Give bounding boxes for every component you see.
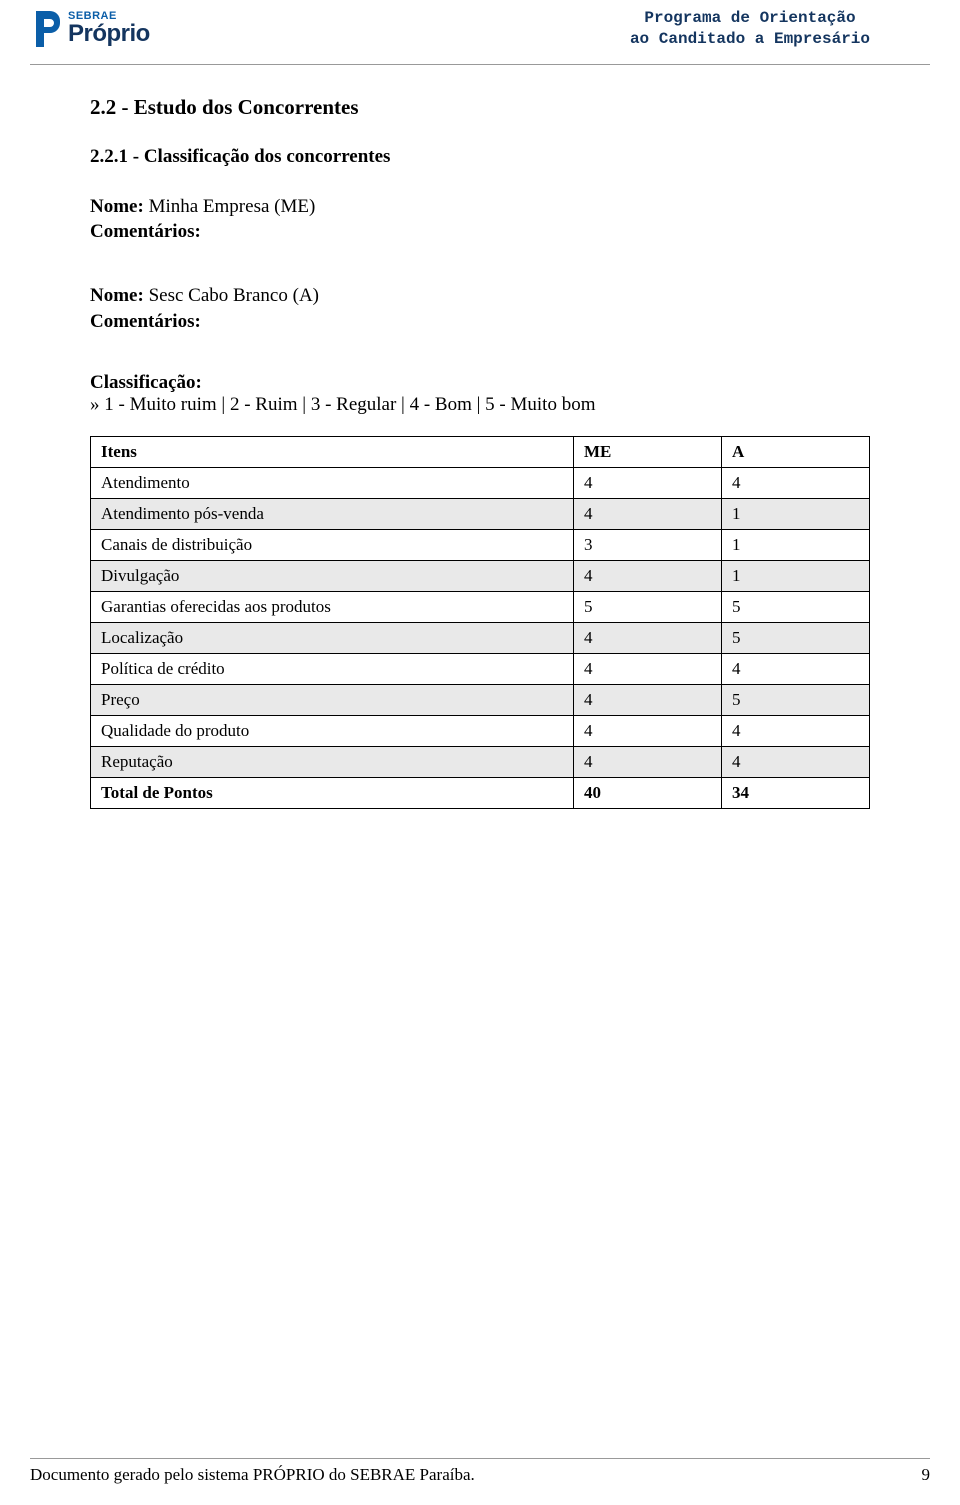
table-cell-a: 5 <box>721 685 869 716</box>
table-header-a: A <box>721 437 869 468</box>
competitor-block-1: Nome: Sesc Cabo Branco (A) Comentários: <box>90 283 870 334</box>
table-header-row: Itens ME A <box>91 437 870 468</box>
header-program-title: Programa de Orientação ao Canditado a Em… <box>630 8 870 50</box>
table-row: Preço45 <box>91 685 870 716</box>
competitor-comments-label-1: Comentários: <box>90 311 201 332</box>
competitor-name-value-0: Minha Empresa (ME) <box>149 196 316 217</box>
footer-page-number: 9 <box>922 1465 931 1485</box>
table-cell-a: 4 <box>721 716 869 747</box>
table-cell-label: Garantias oferecidas aos produtos <box>91 592 574 623</box>
table-cell-me: 40 <box>573 778 721 809</box>
table-cell-a: 4 <box>721 654 869 685</box>
table-cell-me: 3 <box>573 530 721 561</box>
page-footer: Documento gerado pelo sistema PRÓPRIO do… <box>30 1458 930 1485</box>
table-cell-me: 4 <box>573 499 721 530</box>
table-cell-label: Localização <box>91 623 574 654</box>
competitor-name-label-1: Nome: <box>90 285 144 306</box>
table-row: Qualidade do produto44 <box>91 716 870 747</box>
table-cell-me: 5 <box>573 592 721 623</box>
competitor-comments-0: Comentários: <box>90 219 870 245</box>
table-cell-a: 1 <box>721 530 869 561</box>
table-cell-label: Atendimento pós-venda <box>91 499 574 530</box>
table-cell-label: Total de Pontos <box>91 778 574 809</box>
logo: SEBRAE Próprio <box>30 9 150 49</box>
table-header-itens: Itens <box>91 437 574 468</box>
table-cell-me: 4 <box>573 747 721 778</box>
table-cell-label: Atendimento <box>91 468 574 499</box>
table-cell-me: 4 <box>573 623 721 654</box>
table-cell-a: 4 <box>721 468 869 499</box>
table-cell-a: 5 <box>721 592 869 623</box>
logo-p-icon <box>30 9 64 49</box>
table-cell-a: 34 <box>721 778 869 809</box>
table-row: Atendimento pós-venda41 <box>91 499 870 530</box>
table-row: Garantias oferecidas aos produtos55 <box>91 592 870 623</box>
competitor-name-1: Nome: Sesc Cabo Branco (A) <box>90 283 870 309</box>
section-subtitle: 2.2.1 - Classificação dos concorrentes <box>90 146 870 168</box>
table-cell-a: 5 <box>721 623 869 654</box>
table-cell-a: 1 <box>721 561 869 592</box>
table-row: Localização45 <box>91 623 870 654</box>
table-cell-label: Canais de distribuição <box>91 530 574 561</box>
table-cell-a: 4 <box>721 747 869 778</box>
competitor-name-0: Nome: Minha Empresa (ME) <box>90 194 870 220</box>
table-row: Divulgação41 <box>91 561 870 592</box>
table-header-me: ME <box>573 437 721 468</box>
table-cell-label: Política de crédito <box>91 654 574 685</box>
table-cell-label: Reputação <box>91 747 574 778</box>
header-title-line2: ao Canditado a Empresário <box>630 29 870 50</box>
logo-text: SEBRAE Próprio <box>68 11 150 46</box>
table-row: Política de crédito44 <box>91 654 870 685</box>
table-cell-me: 4 <box>573 685 721 716</box>
table-cell-me: 4 <box>573 654 721 685</box>
section-title: 2.2 - Estudo dos Concorrentes <box>90 95 870 120</box>
classification-heading: Classificação: <box>90 372 870 394</box>
table-row: Canais de distribuição31 <box>91 530 870 561</box>
classification-scale: » 1 - Muito ruim | 2 - Ruim | 3 - Regula… <box>90 394 870 416</box>
table-cell-label: Divulgação <box>91 561 574 592</box>
logo-proprio-text: Próprio <box>68 22 150 46</box>
table-cell-me: 4 <box>573 561 721 592</box>
table-row: Atendimento44 <box>91 468 870 499</box>
ratings-table: Itens ME A Atendimento44Atendimento pós-… <box>90 436 870 809</box>
competitor-name-label-0: Nome: <box>90 196 144 217</box>
competitor-comments-label-0: Comentários: <box>90 221 201 242</box>
competitor-block-0: Nome: Minha Empresa (ME) Comentários: <box>90 194 870 245</box>
competitor-name-value-1: Sesc Cabo Branco (A) <box>149 285 319 306</box>
table-cell-a: 1 <box>721 499 869 530</box>
footer-text: Documento gerado pelo sistema PRÓPRIO do… <box>30 1465 475 1485</box>
table-row: Total de Pontos4034 <box>91 778 870 809</box>
header-title-line1: Programa de Orientação <box>630 8 870 29</box>
classification-block: Classificação: » 1 - Muito ruim | 2 - Ru… <box>90 372 870 416</box>
table-row: Reputação44 <box>91 747 870 778</box>
page-content: 2.2 - Estudo dos Concorrentes 2.2.1 - Cl… <box>0 65 960 810</box>
competitor-comments-1: Comentários: <box>90 309 870 335</box>
table-cell-me: 4 <box>573 468 721 499</box>
table-cell-label: Preço <box>91 685 574 716</box>
table-cell-label: Qualidade do produto <box>91 716 574 747</box>
table-cell-me: 4 <box>573 716 721 747</box>
page-header: SEBRAE Próprio Programa de Orientação ao… <box>0 0 960 58</box>
